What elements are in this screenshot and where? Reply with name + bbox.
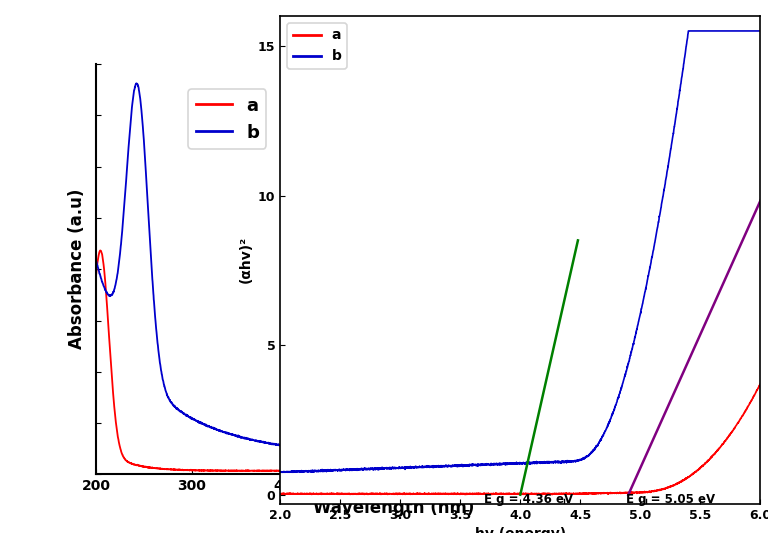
X-axis label: Wavelength (nm): Wavelength (nm) <box>313 499 475 517</box>
Y-axis label: (αhv)²: (αhv)² <box>238 236 253 284</box>
Y-axis label: Absorbance (a.u): Absorbance (a.u) <box>68 189 85 349</box>
Legend: a, b: a, b <box>287 23 347 69</box>
Text: E g = 4.36 eV: E g = 4.36 eV <box>485 493 574 506</box>
X-axis label: hv (energy): hv (energy) <box>475 527 566 533</box>
Legend: a, b: a, b <box>188 90 266 149</box>
Text: E g = 5.05 eV: E g = 5.05 eV <box>626 493 715 506</box>
